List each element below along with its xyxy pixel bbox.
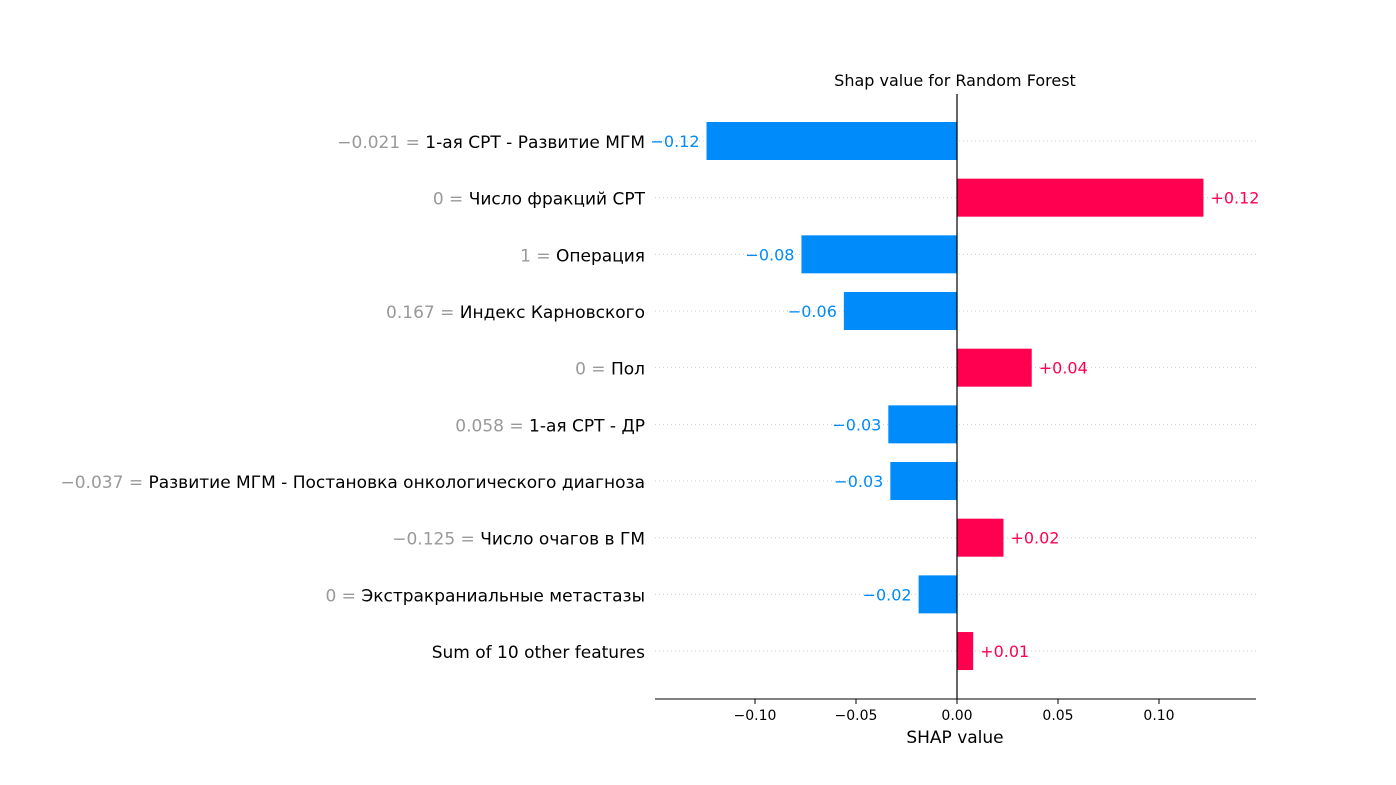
- bar: [957, 178, 1204, 217]
- feature-name: Индекс Карновского: [460, 303, 645, 323]
- feature-label: −0.021 = 1-ая СРТ - Развитие МГМ: [337, 133, 645, 153]
- bar: [890, 462, 957, 501]
- feature-label: −0.125 = Число очагов в ГМ: [392, 530, 645, 550]
- chart-title: Shap value for Random Forest: [834, 71, 1076, 90]
- feature-value: 0.058 =: [455, 416, 529, 436]
- bar-value-label: −0.12: [650, 132, 699, 151]
- x-tick-label: 0.00: [941, 708, 972, 724]
- bar-value-label: −0.06: [788, 302, 837, 321]
- feature-labels: −0.021 = 1-ая СРТ - Развитие МГМ 0 = Числ…: [61, 133, 646, 663]
- bar: [843, 292, 957, 331]
- feature-label: 1 = Операция: [520, 246, 645, 266]
- bar: [888, 405, 957, 444]
- bar: [918, 575, 957, 614]
- bar-value-label: +0.12: [1210, 189, 1259, 208]
- feature-value: −0.125 =: [392, 530, 480, 550]
- feature-label: −0.037 = Развитие МГМ - Постановка онкол…: [61, 473, 646, 493]
- bar-value-label: +0.04: [1039, 359, 1088, 378]
- x-axis-label: SHAP value: [906, 728, 1003, 748]
- bar: [957, 518, 1004, 557]
- feature-value: −0.037 =: [61, 473, 149, 493]
- feature-name: Число фракций СРТ: [469, 190, 646, 210]
- x-tick-label: 0.10: [1143, 708, 1174, 724]
- bar-value-label: −0.03: [834, 472, 883, 491]
- feature-value: 0 =: [433, 190, 469, 210]
- feature-label: 0.167 = Индекс Карновского: [386, 303, 645, 323]
- x-tick-label: −0.05: [835, 708, 878, 724]
- bar-value-label: +0.01: [980, 642, 1029, 661]
- bar-value-label: −0.08: [745, 245, 794, 264]
- bar: [957, 348, 1032, 387]
- feature-name: Экстракраниальные метастазы: [361, 586, 645, 606]
- bar: [801, 235, 957, 274]
- bar: [706, 122, 957, 160]
- bar: [957, 632, 974, 671]
- bars: −0.12 +0.12 −0.08 −0.06 +0.04 −0.03 −0.03 +0.02…: [650, 122, 1259, 671]
- feature-name: Sum of 10 other features: [432, 643, 645, 663]
- feature-value: 0 =: [325, 586, 361, 606]
- feature-name: Пол: [611, 360, 645, 380]
- bar-value-label: −0.02: [863, 585, 912, 604]
- feature-name: Развитие МГМ - Постановка онкологическог…: [148, 473, 645, 493]
- feature-label: 0 = Экстракраниальные метастазы: [325, 586, 645, 606]
- bar-value-label: +0.02: [1010, 529, 1059, 548]
- x-tick-label: −0.10: [734, 708, 777, 724]
- feature-value: 1 =: [520, 246, 556, 266]
- feature-name: Число очагов в ГМ: [480, 530, 645, 550]
- feature-name: Операция: [556, 246, 645, 266]
- feature-value: 0.167 =: [386, 303, 460, 323]
- feature-value: −0.021 =: [337, 133, 425, 153]
- feature-name: 1-ая СРТ - Развитие МГМ: [425, 133, 645, 153]
- grid-lines: [655, 140, 1256, 652]
- x-axis: −0.10 −0.05 0.00 0.05 0.10: [655, 94, 1256, 724]
- x-tick-label: 0.05: [1042, 708, 1073, 724]
- feature-label: 0.058 = 1-ая СРТ - ДР: [455, 416, 645, 436]
- feature-name: 1-ая СРТ - ДР: [529, 416, 645, 436]
- feature-value: 0 =: [575, 360, 611, 380]
- feature-label: 0 = Число фракций СРТ: [433, 190, 646, 210]
- feature-label: 0 = Пол: [575, 360, 645, 380]
- bar-value-label: −0.03: [832, 415, 881, 434]
- feature-label: Sum of 10 other features: [432, 643, 645, 663]
